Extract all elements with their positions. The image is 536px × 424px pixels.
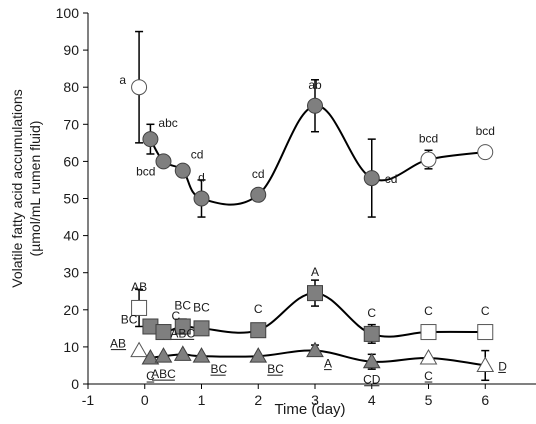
y-tick-label: 90 xyxy=(63,42,79,58)
significance-label: bcd xyxy=(136,164,155,178)
significance-label: BC xyxy=(174,298,191,312)
y-tick-label: 70 xyxy=(63,116,79,132)
y-tick-label: 100 xyxy=(56,5,80,21)
triangle-marker xyxy=(419,349,438,365)
y-axis-title-line-1: Volatile fatty acid accumulations xyxy=(9,89,25,287)
square-marker xyxy=(250,322,267,339)
significance-label: bcd xyxy=(419,132,438,146)
y-tick-label: 20 xyxy=(63,302,79,318)
y-tick-label: 30 xyxy=(63,265,79,281)
y-tick-label: 50 xyxy=(63,191,79,207)
significance-label: C xyxy=(367,306,376,320)
y-tick-label: 40 xyxy=(63,228,79,244)
significance-label: bcd xyxy=(476,124,495,138)
triangle-marker xyxy=(154,347,173,363)
triangle-marker xyxy=(130,341,148,358)
x-tick-label: 4 xyxy=(368,392,376,408)
significance-label: BC xyxy=(121,312,138,326)
triangle-marker xyxy=(249,347,268,363)
square-marker xyxy=(155,324,172,341)
circle-marker xyxy=(142,131,159,148)
circle-marker xyxy=(307,97,323,114)
significance-label: A xyxy=(324,357,332,371)
significance-label: BC xyxy=(267,362,284,376)
significance-label: C xyxy=(171,309,180,323)
x-axis-title: Time (day) xyxy=(274,401,345,418)
significance-label: C xyxy=(481,304,490,318)
significance-label: C xyxy=(424,304,433,318)
significance-label: cd xyxy=(385,172,398,186)
y-axis-title-line-2: (µmol/mL rumen fluid) xyxy=(27,121,43,257)
x-tick-label: 6 xyxy=(481,392,489,408)
significance-label: AB xyxy=(110,337,126,351)
circle-marker xyxy=(155,153,172,170)
significance-label: cd xyxy=(191,148,204,162)
square-marker xyxy=(420,324,437,341)
circle-marker xyxy=(363,170,380,187)
x-tick-label: -1 xyxy=(82,392,95,408)
y-tick-label: 0 xyxy=(71,376,79,392)
circle-marker xyxy=(477,144,494,161)
square-marker xyxy=(307,285,323,302)
x-tick-label: 0 xyxy=(141,392,149,408)
triangle-marker xyxy=(476,356,495,372)
y-tick-label: 60 xyxy=(63,153,79,169)
significance-label: BC xyxy=(193,300,210,314)
significance-label: ABC xyxy=(170,326,195,340)
y-tick-label: 80 xyxy=(63,79,79,95)
square-marker xyxy=(477,324,494,341)
significance-label: ab xyxy=(308,78,322,92)
square-marker xyxy=(193,320,210,337)
triangle-marker xyxy=(141,349,160,365)
square-marker xyxy=(131,299,148,316)
series-curve xyxy=(149,104,486,206)
significance-label: D xyxy=(498,359,507,373)
x-tick-label: 1 xyxy=(198,392,206,408)
circle-marker xyxy=(174,162,191,179)
significance-label: C xyxy=(424,369,433,383)
significance-label: d xyxy=(198,171,205,185)
circle-marker xyxy=(250,186,267,203)
triangle-marker xyxy=(362,352,381,369)
x-tick-label: 5 xyxy=(425,392,433,408)
y-tick-label: 10 xyxy=(63,339,79,355)
significance-label: C xyxy=(254,302,263,316)
triangle-marker xyxy=(306,341,324,358)
significance-label: A xyxy=(311,265,319,279)
x-tick-label: 2 xyxy=(254,392,262,408)
triangle-marker xyxy=(192,347,211,363)
triangle-marker xyxy=(173,345,192,361)
significance-label: BC xyxy=(211,362,228,376)
circle-marker xyxy=(193,190,210,207)
significance-label: cd xyxy=(252,167,265,181)
significance-label: abc xyxy=(158,116,177,130)
data-markers xyxy=(130,79,495,372)
significance-label: C xyxy=(146,369,155,383)
circle-marker xyxy=(131,79,148,96)
square-marker xyxy=(174,318,191,335)
significance-label: CD xyxy=(363,373,381,387)
significance-label: AB xyxy=(131,280,147,294)
square-marker xyxy=(363,325,380,342)
circle-marker xyxy=(420,151,437,168)
significance-label: a xyxy=(119,73,126,87)
significance-label: ABC xyxy=(151,367,176,381)
x-tick-label: 3 xyxy=(311,392,319,408)
